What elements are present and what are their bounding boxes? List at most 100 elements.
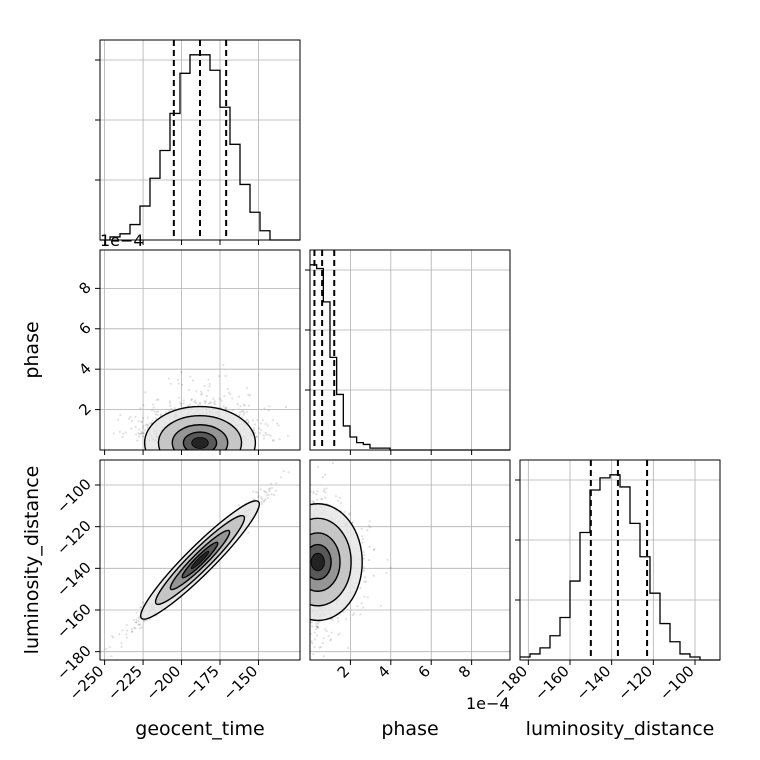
scatter-point — [242, 413, 245, 416]
x-axis-label-luminosity-distance: luminosity_distance — [526, 718, 715, 740]
scatter-point — [312, 492, 315, 495]
scatter-point — [322, 655, 325, 658]
scatter-point — [227, 391, 230, 394]
scatter-point — [222, 363, 225, 367]
scatter-point — [208, 385, 211, 388]
x-tick-label: −175 — [181, 662, 223, 704]
scatter-point — [260, 501, 263, 504]
scatter-point — [260, 502, 264, 505]
scatter-point — [124, 431, 128, 434]
scatter-point — [222, 405, 225, 408]
scatter-point — [362, 550, 365, 554]
scatter-point — [247, 531, 250, 534]
y-tick-label: −120 — [53, 517, 95, 559]
panel-pair-phase-luminosity_distance — [309, 459, 511, 661]
scatter-point — [182, 402, 185, 405]
scatter-point — [130, 630, 134, 633]
scatter-point — [279, 476, 283, 479]
scatter-point — [220, 399, 223, 402]
scatter-point — [277, 424, 280, 427]
scatter-point — [270, 482, 273, 485]
y-tick-label: 8 — [75, 278, 94, 297]
scatter-point — [325, 487, 328, 490]
panel-pair-geocent_time-luminosity_distance — [99, 443, 307, 661]
scatter-point — [257, 494, 260, 497]
scatter-point — [238, 413, 241, 417]
scatter-point — [191, 379, 195, 382]
scatter-point — [170, 407, 173, 410]
x-tick-label: −120 — [614, 662, 656, 704]
scatter-point — [313, 631, 316, 634]
scatter-point — [261, 498, 264, 501]
scatter-point — [143, 619, 146, 622]
density-contour-4 — [190, 550, 210, 570]
scatter-point — [311, 642, 314, 645]
scatter-point — [313, 646, 316, 649]
scatter-point — [262, 437, 266, 440]
scatter-point — [179, 402, 182, 406]
panel-pair-geocent_time-phase — [99, 249, 301, 451]
scatter-point — [323, 473, 327, 476]
scatter-point — [361, 541, 364, 544]
scatter-point — [242, 403, 245, 406]
panel-frame — [309, 459, 511, 661]
scatter-point — [141, 427, 144, 430]
scatter-point — [212, 397, 215, 400]
scatter-point — [125, 629, 129, 632]
scatter-point — [319, 646, 323, 649]
scatter-point — [264, 422, 267, 426]
scatter-point — [142, 404, 145, 407]
scatter-point — [182, 399, 185, 402]
scatter-point — [316, 626, 319, 629]
scatter-point — [154, 417, 158, 420]
scatter-point — [135, 618, 138, 622]
scatter-point — [273, 494, 276, 497]
scatter-point — [305, 443, 307, 445]
scatter-point — [321, 497, 324, 500]
y-axis-label-luminosity-distance: luminosity_distance — [21, 466, 43, 655]
scatter-point — [242, 409, 245, 413]
scatter-point — [366, 596, 369, 599]
scatter-point — [282, 470, 285, 473]
scatter-point — [187, 388, 190, 392]
scatter-point — [207, 402, 211, 405]
scatter-point — [128, 417, 131, 420]
scatter-point — [152, 406, 155, 409]
scatter-point — [200, 393, 203, 396]
x-tick-label: 6 — [415, 662, 434, 681]
scatter-point — [252, 498, 255, 501]
scatter-point — [148, 618, 151, 621]
scatter-point — [132, 619, 136, 622]
scatter-point — [311, 625, 314, 628]
scatter-point — [146, 423, 149, 426]
x-tick-label: −225 — [104, 662, 146, 704]
scatter-point — [204, 400, 208, 403]
scatter-point — [141, 601, 144, 604]
scatter-point — [360, 602, 363, 605]
y-ticks-luminosity_distance: −180−160−140−120−100 — [53, 475, 100, 684]
scatter-point — [372, 574, 375, 577]
scatter-point — [151, 419, 154, 422]
x-tick-label: −160 — [531, 662, 573, 704]
scatter-point — [116, 418, 120, 421]
panel-frame — [309, 249, 511, 451]
y-tick-label: 4 — [75, 359, 94, 378]
scatter-point — [316, 490, 319, 493]
scatter-point — [134, 621, 138, 624]
scatter-point — [125, 623, 128, 627]
scatter-point — [237, 504, 240, 507]
panel-frame — [99, 249, 301, 451]
scatter-point — [316, 625, 319, 629]
scatter-point — [353, 612, 356, 615]
scatter-point — [156, 413, 159, 416]
scatter-point — [310, 640, 313, 643]
x-axis-label-phase: phase — [381, 718, 438, 740]
scatter-point — [316, 498, 319, 501]
scatter-point — [256, 435, 259, 438]
scatter-point — [264, 431, 267, 435]
scatter-point — [243, 404, 246, 407]
scatter-point — [246, 386, 249, 390]
scatter-point — [311, 621, 314, 624]
scatter-point — [265, 433, 268, 436]
scatter-point — [218, 397, 221, 400]
